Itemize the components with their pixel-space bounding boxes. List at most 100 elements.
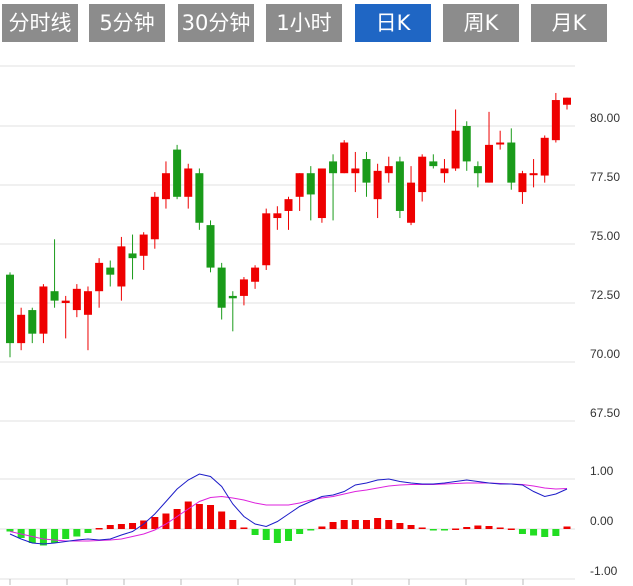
candle-body [395, 161, 404, 211]
macd-histogram-bar [162, 513, 170, 529]
tab-30min[interactable]: 30分钟 [178, 4, 254, 42]
tab-daily[interactable]: 日K [355, 4, 431, 42]
candle-body [340, 142, 349, 174]
macd-histogram-bar [262, 529, 270, 540]
macd-histogram-bar [95, 528, 103, 530]
price-tick-label: 67.50 [590, 406, 620, 420]
macd-histogram-bar [340, 520, 348, 529]
price-tick-label: 72.50 [590, 288, 620, 302]
macd-histogram-bar [485, 526, 493, 529]
price-tick-label: 80.00 [590, 111, 620, 125]
macd-histogram-bar [84, 529, 92, 533]
candle-body [195, 173, 204, 223]
kline-chart[interactable]: 80.00 77.50 75.00 72.50 70.00 67.50 1.00 0.00 -1… [0, 58, 633, 586]
candle-body [351, 168, 360, 174]
candle-body [563, 97, 571, 105]
macd-tick-label: -1.00 [590, 564, 618, 578]
macd-histogram-bar [541, 529, 549, 537]
tab-1hour[interactable]: 1小时 [266, 4, 342, 42]
macd-histogram-bar [351, 520, 359, 529]
candle-body [50, 291, 59, 301]
macd-histogram-bar [251, 529, 259, 535]
candle-body [462, 126, 471, 162]
macd-histogram-bar [474, 525, 482, 529]
macd-histogram-bar [440, 529, 448, 531]
macd-histogram-bar [285, 529, 292, 541]
candle-body [507, 142, 516, 183]
price-tick-label: 70.00 [590, 347, 620, 361]
candle-body [117, 246, 126, 287]
tab-timeshare[interactable]: 分时线 [2, 4, 78, 42]
candle-body [551, 100, 560, 141]
tab-weekly[interactable]: 周K [443, 4, 519, 42]
tab-monthly[interactable]: 月K [531, 4, 607, 42]
macd-histogram-bar [207, 505, 215, 529]
candle-body [72, 288, 81, 311]
candle-body [317, 168, 326, 219]
macd-histogram-bar [218, 511, 226, 529]
macd-dif-line [9, 473, 568, 545]
macd-histogram-bar [407, 525, 415, 529]
macd-histogram-bar [51, 529, 59, 543]
price-tick-label: 77.50 [590, 170, 620, 184]
candle-body [485, 144, 494, 183]
macd-histogram-bar [518, 529, 526, 534]
macd-tick-label: 1.00 [590, 464, 614, 478]
macd-histogram-bar [106, 525, 114, 529]
tab-5min[interactable]: 5分钟 [89, 4, 165, 42]
macd-histogram-bar [229, 520, 237, 529]
macd-histogram-bar [6, 529, 14, 532]
macd-histogram-bar [195, 504, 203, 529]
macd-histogram-bar [62, 529, 70, 539]
candle-body [262, 213, 271, 266]
candle-body [228, 295, 237, 299]
macd-dea-line [9, 482, 568, 542]
macd-histogram-bar [362, 520, 370, 529]
candle-body [106, 267, 115, 275]
macd-histogram-bar [39, 529, 47, 546]
macd-histogram-bar [307, 529, 315, 531]
price-tick-label: 75.00 [590, 229, 620, 243]
macd-histogram-bar [318, 526, 326, 529]
candle-body [496, 142, 505, 145]
candle-body [28, 310, 37, 334]
macd-histogram-bar [552, 529, 560, 536]
macd-histogram-bar [507, 528, 515, 530]
candle-body [418, 156, 427, 193]
candle-body [429, 161, 438, 167]
candle-body [295, 173, 304, 197]
candle-body [139, 234, 148, 256]
candle-body [284, 199, 293, 211]
macd-histogram-bar [173, 509, 181, 529]
macd-histogram-bar [452, 528, 460, 530]
candle-body [83, 291, 92, 315]
candle-body [373, 170, 382, 200]
macd-histogram-bar [563, 526, 571, 529]
macd-histogram-bar [429, 529, 437, 531]
macd-histogram-bar [396, 523, 404, 529]
candle-body [217, 267, 226, 308]
candle-body [407, 182, 416, 223]
candle-body [384, 166, 393, 174]
candle-body [150, 196, 159, 240]
candle-body [6, 274, 14, 344]
candle-body [39, 286, 48, 334]
candle-body [17, 314, 26, 344]
candle-body [306, 173, 315, 195]
candle-body [540, 137, 549, 176]
candle-body [251, 267, 260, 282]
macd-histogram-bar [240, 527, 248, 529]
macd-histogram-bar [73, 529, 81, 537]
candle-body [128, 253, 137, 259]
macd-histogram-bar [296, 529, 304, 534]
candle-body [473, 166, 482, 174]
candle-body [518, 173, 527, 193]
candle-body [451, 130, 460, 169]
macd-histogram-bar [329, 522, 337, 529]
macd-histogram-bar [273, 529, 281, 543]
macd-histogram-bar [418, 527, 426, 529]
macd-tick-label: 0.00 [590, 514, 614, 528]
candle-body [161, 173, 170, 200]
macd-histogram-bar [184, 501, 192, 529]
macd-histogram-bar [374, 518, 382, 529]
